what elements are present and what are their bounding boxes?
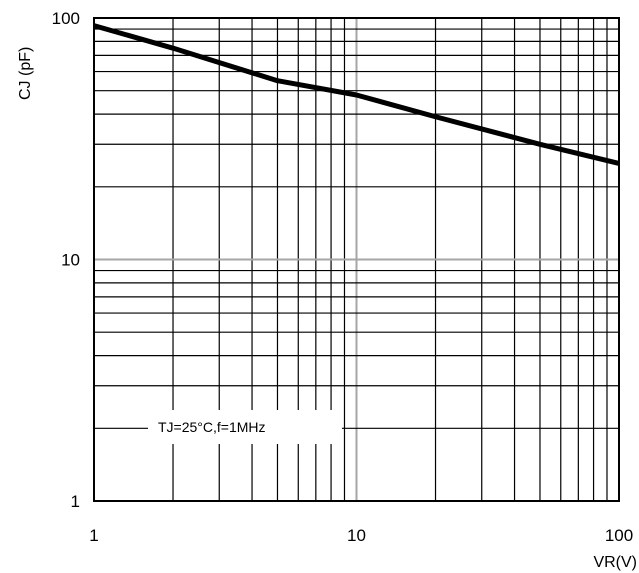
annotation-box: TJ=25°C,f=1MHz [148,410,342,444]
series-layer [93,23,620,166]
y-tick-label: 100 [52,9,80,28]
x-tick-labels: 1 10 100 [89,526,633,545]
grid-lines [94,18,619,501]
annotation-background [148,410,342,444]
plot-frame [93,17,620,502]
y-tick-label: 10 [61,251,80,270]
x-tick-label: 1 [89,526,98,545]
x-tick-label: 100 [605,526,633,545]
series-line-0 [93,23,620,166]
y-tick-label: 1 [71,492,80,511]
x-axis-label: VR(V) [593,554,637,571]
y-axis-label: CJ (pF) [17,47,34,100]
y-tick-labels: 1 10 100 [52,9,80,511]
x-tick-label: 10 [347,526,366,545]
annotation-text: TJ=25°C,f=1MHz [158,419,266,435]
